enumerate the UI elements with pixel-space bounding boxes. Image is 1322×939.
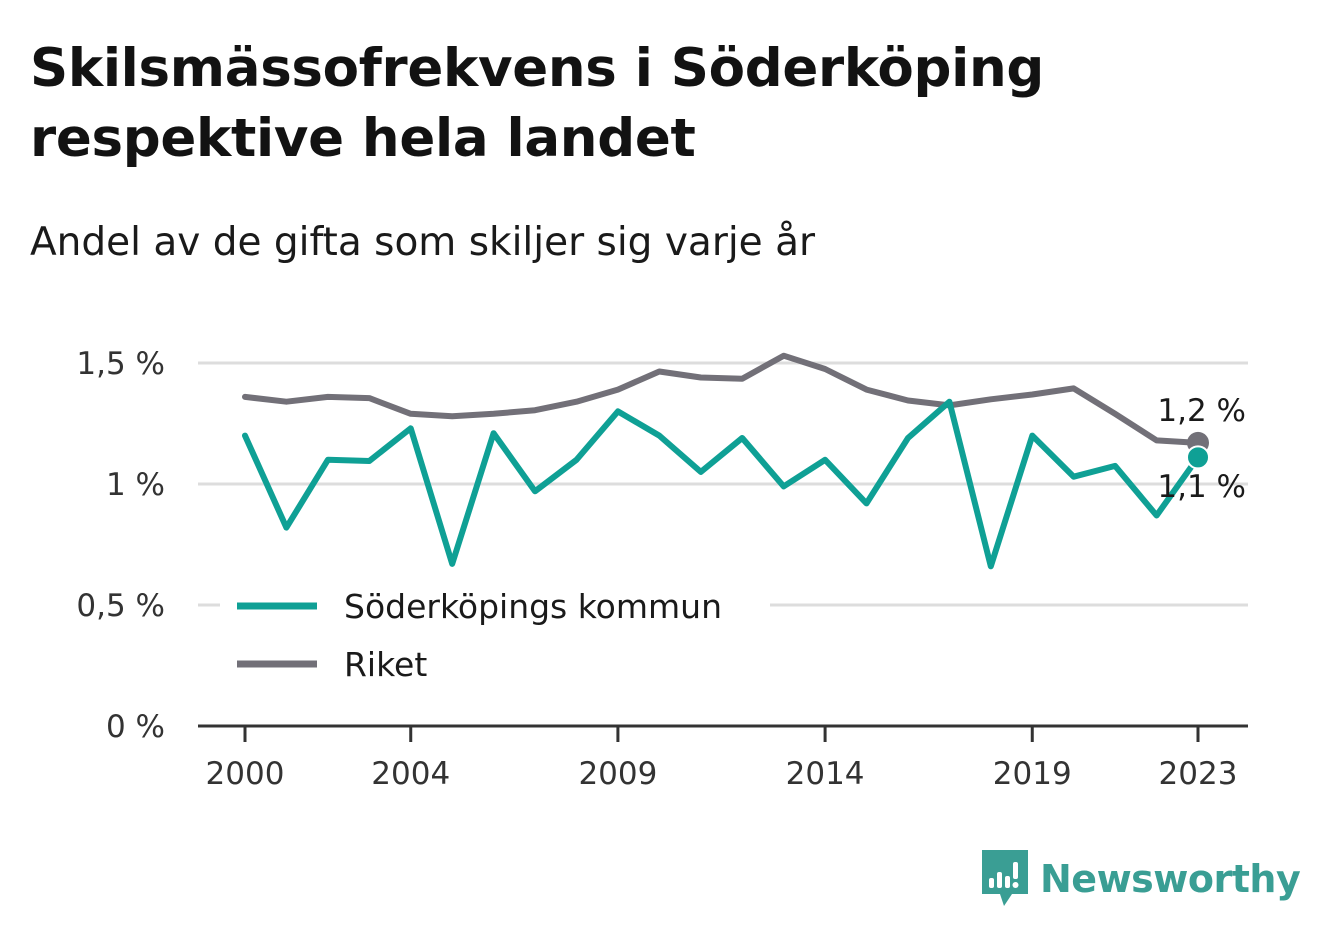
series-lines — [242, 352, 1201, 570]
series-line — [242, 352, 1201, 446]
x-axis: 2000 2004 2009 2014 2019 2023 — [198, 724, 1248, 792]
y-tick-label: 1,5 % — [76, 346, 165, 382]
legend-background — [220, 578, 770, 698]
legend: Söderköpings kommun Riket — [220, 578, 770, 698]
chart-subtitle: Andel av de gifta som skiljer sig varje … — [30, 220, 816, 265]
y-tick-label: 0 % — [106, 709, 165, 745]
end-value-labels: 1,2 % 1,1 % — [1157, 393, 1246, 505]
y-tick-label: 0,5 % — [76, 588, 165, 624]
brand-name: Newsworthy — [1040, 857, 1301, 901]
series-line — [242, 398, 1201, 570]
x-tick-label: 2009 — [578, 756, 657, 792]
newsworthy-logo: Newsworthy — [980, 848, 1301, 910]
end-marker — [1186, 445, 1210, 470]
end-value-label: 1,2 % — [1157, 393, 1246, 429]
legend-label: Riket — [344, 645, 427, 684]
y-axis-ticks: 0 % 0,5 % 1 % 1,5 % — [76, 346, 165, 745]
x-tick-label: 2004 — [371, 756, 450, 792]
y-tick-label: 1 % — [106, 467, 165, 503]
newsworthy-logo-icon — [982, 850, 1028, 906]
x-tick-label: 2000 — [206, 756, 285, 792]
chart-title: Skilsmässofrekvens i Söderköping respekt… — [30, 38, 1045, 169]
x-tick-label: 2014 — [786, 756, 865, 792]
x-tick-label: 2019 — [993, 756, 1072, 792]
x-tick-label: 2023 — [1159, 756, 1238, 792]
legend-label: Söderköpings kommun — [344, 587, 722, 626]
end-value-label: 1,1 % — [1157, 469, 1246, 505]
